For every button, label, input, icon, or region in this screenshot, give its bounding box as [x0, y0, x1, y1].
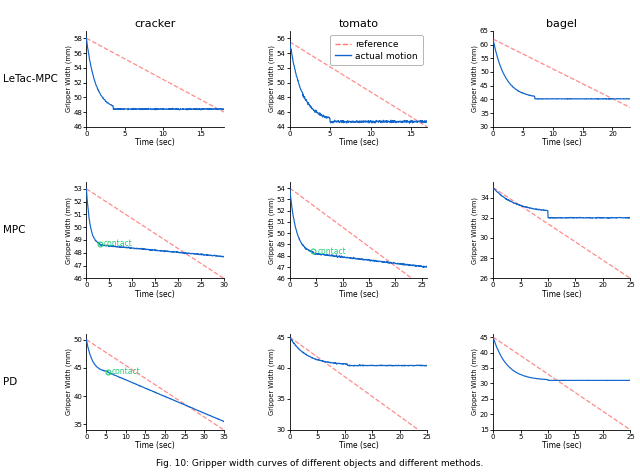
X-axis label: Time (sec): Time (sec)	[542, 290, 582, 299]
Y-axis label: Gripper Width (mm): Gripper Width (mm)	[65, 45, 72, 112]
X-axis label: Time (sec): Time (sec)	[542, 441, 582, 450]
Y-axis label: Gripper Width (mm): Gripper Width (mm)	[472, 349, 479, 416]
Text: contact: contact	[317, 247, 346, 256]
X-axis label: Time (sec): Time (sec)	[135, 138, 175, 147]
Text: contact: contact	[111, 367, 140, 376]
Y-axis label: Gripper Width (mm): Gripper Width (mm)	[65, 197, 72, 264]
Title: tomato: tomato	[339, 19, 378, 28]
Legend: reference, actual motion: reference, actual motion	[330, 36, 422, 65]
X-axis label: Time (sec): Time (sec)	[339, 441, 378, 450]
Y-axis label: Gripper Width (mm): Gripper Width (mm)	[269, 197, 275, 264]
Y-axis label: Gripper Width (mm): Gripper Width (mm)	[472, 197, 479, 264]
Title: bagel: bagel	[546, 19, 577, 28]
Y-axis label: Gripper Width (mm): Gripper Width (mm)	[472, 45, 479, 112]
X-axis label: Time (sec): Time (sec)	[135, 290, 175, 299]
Title: cracker: cracker	[134, 19, 176, 28]
X-axis label: Time (sec): Time (sec)	[542, 138, 582, 147]
Text: MPC: MPC	[3, 225, 26, 236]
Text: Fig. 10: Gripper width curves of different objects and different methods.: Fig. 10: Gripper width curves of differe…	[156, 459, 484, 468]
X-axis label: Time (sec): Time (sec)	[339, 138, 378, 147]
X-axis label: Time (sec): Time (sec)	[135, 441, 175, 450]
Text: contact: contact	[104, 239, 132, 248]
Y-axis label: Gripper Width (mm): Gripper Width (mm)	[269, 349, 275, 416]
Text: LeTac-MPC: LeTac-MPC	[3, 74, 58, 84]
Text: PD: PD	[3, 377, 17, 387]
Y-axis label: Gripper Width (mm): Gripper Width (mm)	[65, 349, 72, 416]
X-axis label: Time (sec): Time (sec)	[339, 290, 378, 299]
Y-axis label: Gripper Width (mm): Gripper Width (mm)	[269, 45, 275, 112]
